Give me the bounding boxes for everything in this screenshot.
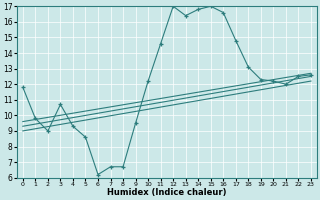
X-axis label: Humidex (Indice chaleur): Humidex (Indice chaleur)	[107, 188, 227, 197]
